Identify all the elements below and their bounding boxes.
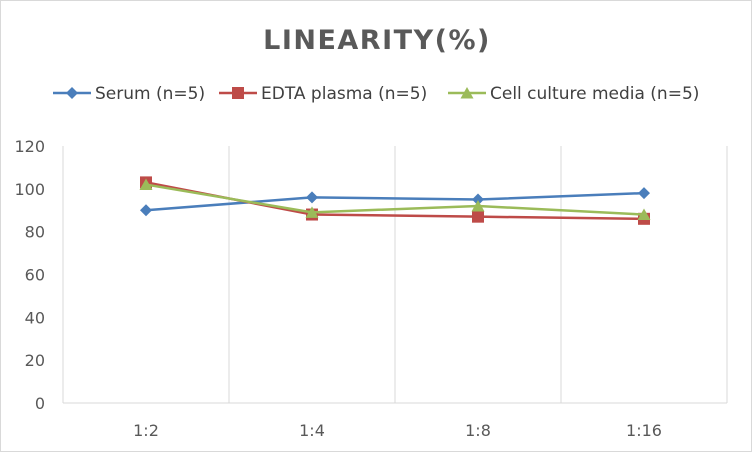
data-point — [472, 193, 484, 206]
data-point — [306, 191, 318, 204]
y-tick-label: 80 — [25, 223, 45, 242]
series-3 — [139, 178, 651, 221]
legend-item: EDTA plasma (n=5) — [219, 84, 427, 104]
legend-marker — [232, 87, 244, 99]
y-tick-label: 20 — [25, 351, 45, 370]
data-point — [637, 208, 651, 221]
y-tick-label: 40 — [25, 308, 45, 327]
legend-item: Cell culture media (n=5) — [448, 84, 699, 104]
legend-marker — [460, 87, 474, 99]
x-tick-label: 1:2 — [133, 421, 159, 440]
legend-item: Serum (n=5) — [53, 84, 205, 104]
y-tick-label: 100 — [14, 180, 45, 199]
y-tick-label: 120 — [14, 137, 45, 156]
x-tick-label: 1:4 — [299, 421, 325, 440]
grid — [62, 146, 728, 404]
x-tick-label: 1:8 — [465, 421, 491, 440]
y-tick-label: 60 — [25, 266, 45, 285]
series-line — [145, 183, 645, 216]
data-point — [139, 178, 153, 191]
y-axis: 0 20 40 60 80 100 120 — [14, 137, 45, 413]
legend: Serum (n=5) EDTA plasma (n=5) Cell culture… — [53, 84, 699, 104]
data-point — [140, 204, 152, 217]
legend-marker — [66, 87, 78, 99]
data-point — [305, 206, 319, 218]
series-group — [139, 176, 651, 225]
data-point — [472, 210, 484, 223]
series-1 — [140, 187, 650, 217]
legend-label: Cell culture media (n=5) — [490, 84, 699, 104]
legend-label: EDTA plasma (n=5) — [261, 84, 427, 104]
data-point — [471, 199, 485, 212]
chart-title: LINEARITY(%) — [263, 25, 491, 56]
series-line — [145, 191, 645, 212]
y-tick-label: 0 — [35, 394, 45, 413]
data-point — [638, 187, 650, 200]
x-tick-label: 1:16 — [626, 421, 662, 440]
x-axis: 1:2 1:4 1:8 1:16 — [133, 421, 662, 440]
legend-label: Serum (n=5) — [95, 84, 205, 104]
